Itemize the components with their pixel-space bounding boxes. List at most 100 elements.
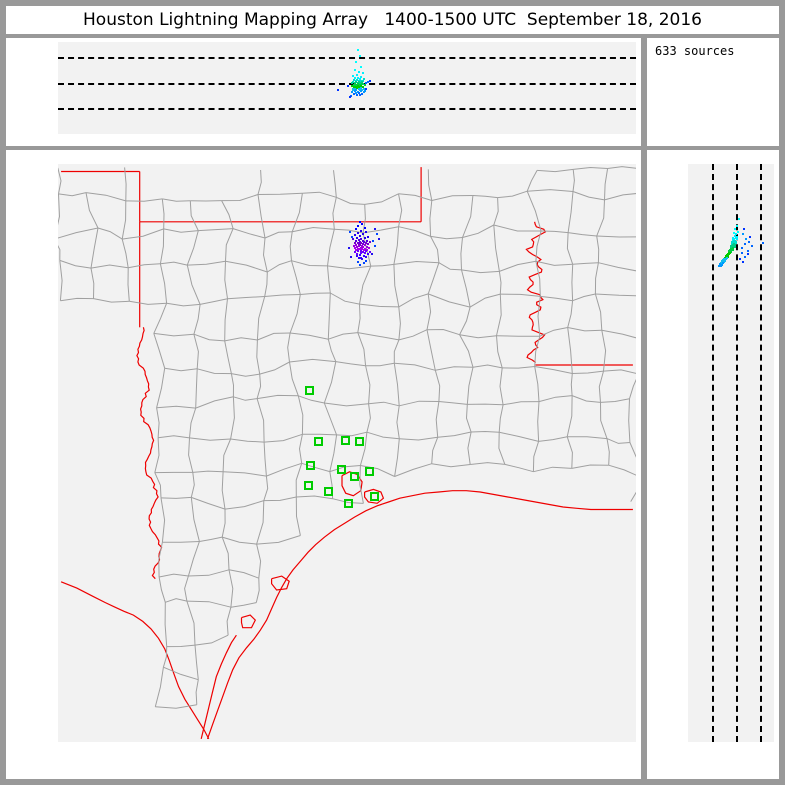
county-border: [366, 403, 371, 433]
data-point: [359, 87, 362, 90]
data-point: [366, 81, 369, 84]
county-border: [256, 535, 301, 545]
county-border: [256, 374, 262, 399]
county-border: [256, 398, 265, 443]
data-point: [356, 87, 359, 89]
county-border: [257, 194, 266, 239]
county-border: [394, 438, 400, 477]
county-border: [256, 339, 261, 375]
county-border: [154, 472, 162, 498]
data-point: [358, 92, 361, 95]
lma-station-marker[interactable]: [365, 467, 375, 477]
county-border: [460, 237, 463, 270]
county-border: [399, 400, 439, 407]
data-point: [360, 251, 363, 254]
data-point: [351, 90, 354, 93]
data-point: [373, 228, 376, 231]
county-border: [332, 498, 364, 504]
county-border: [90, 227, 99, 269]
county-border: [302, 433, 337, 436]
county-border: [121, 238, 129, 268]
county-border: [330, 292, 360, 305]
lma-station-marker[interactable]: [337, 464, 347, 474]
gulf-coastline-south: [60, 581, 210, 740]
lma-station-marker[interactable]: [350, 472, 360, 482]
county-border: [462, 195, 474, 238]
county-border: [266, 462, 302, 477]
data-point: [356, 241, 359, 244]
altitude-ew-plot-area[interactable]: -400.0-300.0-200.0-100.00100.0200.0300.0…: [58, 42, 636, 134]
data-point: [356, 252, 359, 255]
county-border: [85, 192, 126, 202]
lma-station-marker[interactable]: [314, 437, 324, 447]
data-point: [353, 89, 356, 92]
map-plot-area[interactable]: -400.0-300.0-200.0-100.00100.0200.0300.0…: [58, 164, 636, 742]
data-point: [362, 82, 365, 85]
county-border: [158, 576, 166, 603]
data-point: [360, 237, 363, 240]
data-point: [356, 81, 359, 84]
data-point: [731, 248, 734, 251]
gridline: [58, 57, 636, 60]
lma-station-marker[interactable]: [306, 461, 316, 471]
data-point: [357, 257, 360, 260]
data-point: [729, 252, 732, 255]
lma-station-marker[interactable]: [304, 385, 314, 395]
county-border: [263, 476, 269, 501]
county-border: [232, 228, 266, 239]
data-point: [363, 84, 366, 87]
data-point: [365, 255, 368, 258]
county-border: [297, 395, 304, 435]
county-border: [393, 339, 400, 364]
lma-station-marker[interactable]: [303, 481, 313, 491]
data-point: [732, 240, 735, 243]
county-border: [327, 265, 371, 270]
county-border: [90, 264, 129, 269]
data-point: [744, 255, 747, 258]
county-border: [187, 541, 200, 577]
county-border: [398, 193, 432, 201]
county-border: [567, 191, 574, 233]
county-border: [221, 536, 230, 570]
data-point: [355, 240, 358, 243]
data-point: [762, 242, 765, 245]
lma-station-marker[interactable]: [370, 492, 380, 502]
data-point: [730, 246, 732, 249]
county-border: [567, 327, 602, 332]
county-border: [498, 404, 504, 433]
county-border: [262, 237, 268, 273]
data-point: [359, 249, 362, 252]
data-point: [355, 85, 358, 88]
data-point: [740, 252, 743, 255]
county-border: [153, 333, 166, 369]
altitude-ns-plot-area[interactable]: 05.010.015.0-400.0-300.0-200.0-100.00100…: [688, 164, 774, 742]
data-point: [742, 233, 745, 236]
data-point: [352, 244, 355, 247]
county-border: [594, 262, 599, 295]
data-point: [371, 253, 374, 256]
data-point: [353, 81, 356, 84]
county-border: [366, 431, 400, 440]
county-border: [233, 396, 258, 401]
gridline: [58, 82, 636, 85]
gridline: [759, 164, 762, 742]
county-border: [224, 337, 258, 342]
lma-station-marker[interactable]: [355, 437, 365, 447]
lma-station-marker[interactable]: [323, 487, 333, 497]
data-point: [361, 72, 364, 75]
county-border: [298, 434, 303, 464]
data-point: [376, 233, 379, 236]
lma-station-marker[interactable]: [343, 498, 353, 508]
data-point: [730, 249, 733, 252]
county-border: [228, 569, 234, 608]
county-border: [396, 405, 400, 439]
data-point: [735, 233, 738, 236]
lma-station-marker[interactable]: [341, 435, 351, 445]
data-point: [355, 81, 358, 84]
data-point: [359, 229, 362, 232]
county-border: [438, 262, 462, 271]
county-border: [323, 361, 337, 404]
county-border: [534, 366, 573, 374]
county-border: [496, 294, 502, 336]
county-border: [498, 432, 506, 465]
